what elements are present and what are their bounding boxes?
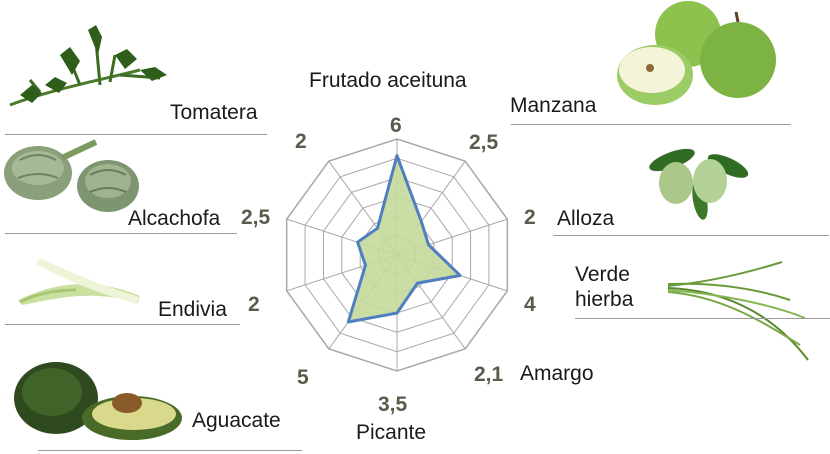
- grass-icon: [667, 261, 809, 361]
- axis-label-amargo: Amargo: [520, 362, 594, 385]
- axis-label-picante: Picante: [356, 421, 427, 444]
- value-label-tomatera: 2: [295, 130, 307, 153]
- value-label-endivia: 2: [248, 293, 260, 316]
- value-label-frutado-aceituna: 6: [390, 114, 402, 137]
- value-label-verde-hierba: 4: [524, 293, 536, 316]
- value-label-alcachofa: 2,5: [241, 206, 271, 229]
- avocado-icon: [14, 362, 182, 440]
- rule-endivia: [5, 324, 240, 325]
- value-label-aguacate: 5: [297, 366, 309, 389]
- series-area: [346, 154, 462, 324]
- axis-label-frutado-aceituna: Frutado aceituna: [309, 69, 467, 92]
- rule-tomatera: [5, 134, 267, 135]
- axis-label-tomatera: Tomatera: [170, 101, 258, 124]
- green-apple-icon: [617, 1, 776, 105]
- endive-icon: [18, 258, 140, 305]
- axis-label-alloza: Alloza: [557, 207, 615, 230]
- value-label-manzana: 2,5: [469, 131, 499, 154]
- radar-series: [346, 154, 462, 324]
- axis-label-manzana: Manzana: [510, 94, 597, 117]
- axis-label-alcachofa: Alcachofa: [128, 207, 221, 230]
- rule-alloza: [553, 235, 829, 236]
- value-label-alloza: 2: [524, 206, 536, 229]
- artichoke-icon: [4, 139, 139, 212]
- value-label-picante: 3,5: [378, 393, 408, 416]
- value-label-amargo: 2,1: [474, 363, 504, 386]
- axis-label-verde-hierba: Verde hierba: [575, 263, 634, 311]
- rule-verde-hierba: [575, 318, 830, 319]
- axis-label-endivia: Endivia: [158, 298, 227, 321]
- rule-manzana: [511, 124, 791, 125]
- rule-alcachofa: [5, 233, 237, 234]
- tomato-plant-icon: [9, 25, 167, 107]
- rule-aguacate: [38, 450, 302, 451]
- axis-label-aguacate: Aguacate: [192, 409, 281, 432]
- almond-icon: [649, 148, 749, 220]
